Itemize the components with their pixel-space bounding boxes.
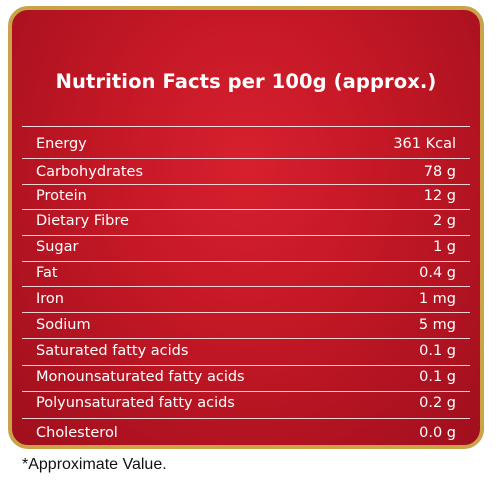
row-divider — [22, 312, 470, 313]
row-divider — [22, 158, 470, 159]
row-divider — [22, 391, 470, 392]
row-value: 1 g — [432, 239, 456, 255]
row-label: Sodium — [36, 317, 91, 333]
footnote: *Approximate Value. — [22, 456, 167, 473]
row-value: 2 g — [432, 213, 456, 229]
row-label: Iron — [36, 291, 64, 307]
nutrition-panel: Nutrition Facts per 100g (approx.) Energ… — [8, 6, 484, 449]
row-value: 361 Kcal — [393, 136, 456, 152]
row-label: Cholesterol — [36, 425, 118, 441]
row-value: 0.2 g — [419, 395, 456, 411]
row-value: 5 mg — [418, 317, 456, 333]
row-divider — [22, 209, 470, 210]
row-label: Monounsaturated fatty acids — [36, 369, 245, 385]
row-label: Saturated fatty acids — [36, 343, 189, 359]
row-label: Polyunsaturated fatty acids — [36, 395, 235, 411]
row-divider — [22, 338, 470, 339]
panel-title: Nutrition Facts per 100g (approx.) — [55, 70, 437, 93]
row-divider — [22, 286, 470, 287]
row-value: 1 mg — [418, 291, 456, 307]
row-divider — [22, 365, 470, 366]
row-label: Fat — [36, 265, 58, 281]
row-label: Energy — [36, 136, 87, 152]
row-label: Dietary Fibre — [36, 213, 129, 229]
row-value: 0.1 g — [419, 369, 456, 385]
row-value: 0.0 g — [419, 425, 456, 441]
row-divider — [22, 184, 470, 185]
row-label: Carbohydrates — [36, 164, 144, 180]
row-value: 12 g — [423, 188, 456, 204]
row-value: 0.4 g — [419, 265, 456, 281]
row-divider — [22, 235, 470, 236]
row-divider — [22, 261, 470, 262]
row-value: 0.1 g — [419, 343, 456, 359]
row-label: Protein — [36, 188, 87, 204]
title-divider — [22, 126, 470, 127]
row-divider — [22, 418, 470, 419]
row-label: Sugar — [36, 239, 79, 255]
row-value: 78 g — [423, 164, 456, 180]
